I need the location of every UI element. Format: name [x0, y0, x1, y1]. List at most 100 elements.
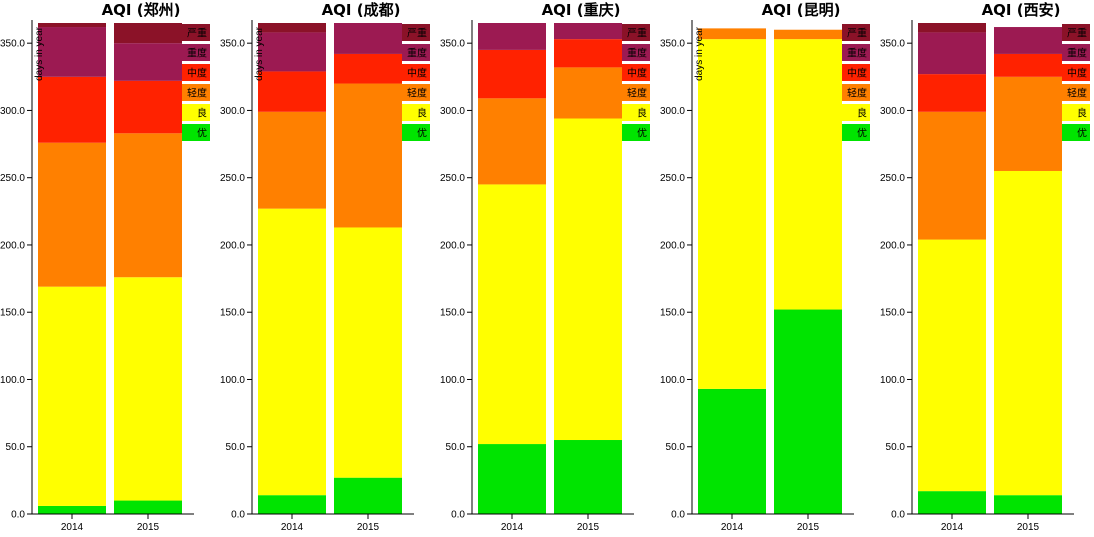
legend-label: 轻度: [187, 87, 207, 100]
legend-label: 中度: [627, 67, 647, 80]
y-tick-label: 250.0: [220, 173, 245, 184]
legend-swatch-优: [842, 124, 870, 141]
bar-segment-严重-2014: [918, 23, 986, 33]
bar-segment-轻度-2015: [334, 83, 402, 228]
y-tick-label: 200.0: [880, 240, 905, 251]
bar-segment-优-2015: [554, 440, 622, 514]
bar-segment-重度-2015: [114, 43, 182, 81]
legend-label: 重度: [847, 47, 867, 60]
legend-swatch-重度: [182, 44, 210, 61]
legend-label: 中度: [847, 67, 867, 80]
legend-swatch-良: [402, 104, 430, 121]
legend-label: 良: [637, 107, 647, 120]
legend-swatch-良: [622, 104, 650, 121]
y-tick-label: 0.0: [451, 510, 465, 521]
legend-swatch-中度: [1062, 64, 1090, 81]
bar-segment-轻度-2014: [258, 111, 326, 209]
bar-segment-重度-2015: [334, 23, 402, 54]
y-tick-label: 100.0: [660, 375, 685, 386]
legend-label: 优: [417, 127, 427, 140]
legend-label: 优: [637, 127, 647, 140]
y-tick-label: 100.0: [0, 375, 25, 386]
y-tick-label: 0.0: [11, 510, 25, 521]
chart-panel-2: 2014 2015 0.0 50.0 100.0 150.0 200.0 250.0 300.0…: [440, 1, 650, 533]
bar-segment-轻度-2015: [114, 133, 182, 278]
bar-segment-中度-2014: [478, 49, 546, 99]
legend-swatch-轻度: [1062, 84, 1090, 101]
legend-swatch-轻度: [842, 84, 870, 101]
legend-label: 中度: [407, 67, 427, 80]
legend-label: 优: [1077, 127, 1087, 140]
bar-segment-重度-2014: [478, 23, 546, 50]
legend-swatch-严重: [1062, 24, 1090, 41]
y-axis-label: days in year: [694, 26, 705, 81]
y-tick-label: 150.0: [880, 308, 905, 319]
y-tick-label: 150.0: [660, 308, 685, 319]
bar-segment-中度-2015: [554, 39, 622, 68]
legend-label: 优: [857, 127, 867, 140]
bar-segment-良-2015: [994, 170, 1062, 496]
legend-swatch-轻度: [402, 84, 430, 101]
y-tick-label: 300.0: [880, 106, 905, 117]
y-tick-label: 100.0: [220, 375, 245, 386]
bar-segment-良-2015: [334, 227, 402, 478]
y-tick-label: 350.0: [220, 39, 245, 50]
legend-swatch-严重: [622, 24, 650, 41]
y-tick-label: 300.0: [440, 106, 465, 117]
bar-segment-严重-2014: [38, 23, 106, 28]
y-tick-label: 50.0: [446, 442, 466, 453]
legend-swatch-中度: [402, 64, 430, 81]
bar-segment-优-2015: [334, 477, 402, 514]
legend-label: 良: [417, 107, 427, 120]
bar-segment-良-2015: [114, 277, 182, 501]
legend-swatch-重度: [622, 44, 650, 61]
chart-panel-0: 2014 2015 0.0 50.0 100.0 150.0 200.0 250.0 300.0…: [0, 1, 210, 533]
bar-segment-良-2014: [918, 239, 986, 492]
y-axis-label: days in year: [34, 26, 45, 81]
bar-segment-轻度-2014: [698, 28, 766, 40]
y-tick-label: 150.0: [220, 308, 245, 319]
bar-segment-良-2014: [38, 286, 106, 506]
bar-segment-优-2015: [114, 500, 182, 514]
bar-segment-良-2014: [258, 208, 326, 496]
y-tick-label: 200.0: [660, 240, 685, 251]
legend-swatch-良: [1062, 104, 1090, 121]
legend-label: 轻度: [847, 87, 867, 100]
y-tick-label: 50.0: [226, 442, 246, 453]
bar-segment-中度-2015: [334, 53, 402, 84]
x-tick-label: 2014: [61, 522, 84, 533]
legend-swatch-轻度: [182, 84, 210, 101]
y-tick-label: 300.0: [0, 106, 25, 117]
bar-segment-严重-2014: [258, 23, 326, 33]
y-tick-label: 250.0: [660, 173, 685, 184]
y-tick-label: 100.0: [440, 375, 465, 386]
y-tick-label: 50.0: [6, 442, 26, 453]
chart-title: AQI (西安): [982, 1, 1061, 19]
legend-swatch-良: [842, 104, 870, 121]
y-tick-label: 300.0: [220, 106, 245, 117]
chart-title: AQI (郑州): [102, 1, 181, 19]
x-tick-label: 2014: [721, 522, 744, 533]
x-tick-label: 2014: [941, 522, 964, 533]
legend-swatch-重度: [402, 44, 430, 61]
bar-segment-轻度-2014: [38, 142, 106, 287]
x-tick-label: 2014: [281, 522, 304, 533]
bar-segment-优-2014: [698, 388, 766, 514]
legend-label: 严重: [627, 27, 647, 40]
y-tick-label: 350.0: [0, 39, 25, 50]
bar-segment-优-2014: [38, 505, 106, 514]
bar-segment-重度-2014: [38, 27, 106, 77]
bar-segment-优-2015: [994, 495, 1062, 514]
y-tick-label: 250.0: [0, 173, 25, 184]
bar-segment-中度-2015: [994, 53, 1062, 77]
x-tick-label: 2014: [501, 522, 524, 533]
legend-swatch-严重: [842, 24, 870, 41]
y-tick-label: 0.0: [231, 510, 245, 521]
bar-segment-轻度-2014: [478, 98, 546, 185]
legend-swatch-良: [182, 104, 210, 121]
y-tick-label: 350.0: [440, 39, 465, 50]
chart-title: AQI (重庆): [542, 1, 621, 19]
bar-segment-中度-2015: [114, 80, 182, 134]
chart-title: AQI (成都): [322, 1, 401, 19]
